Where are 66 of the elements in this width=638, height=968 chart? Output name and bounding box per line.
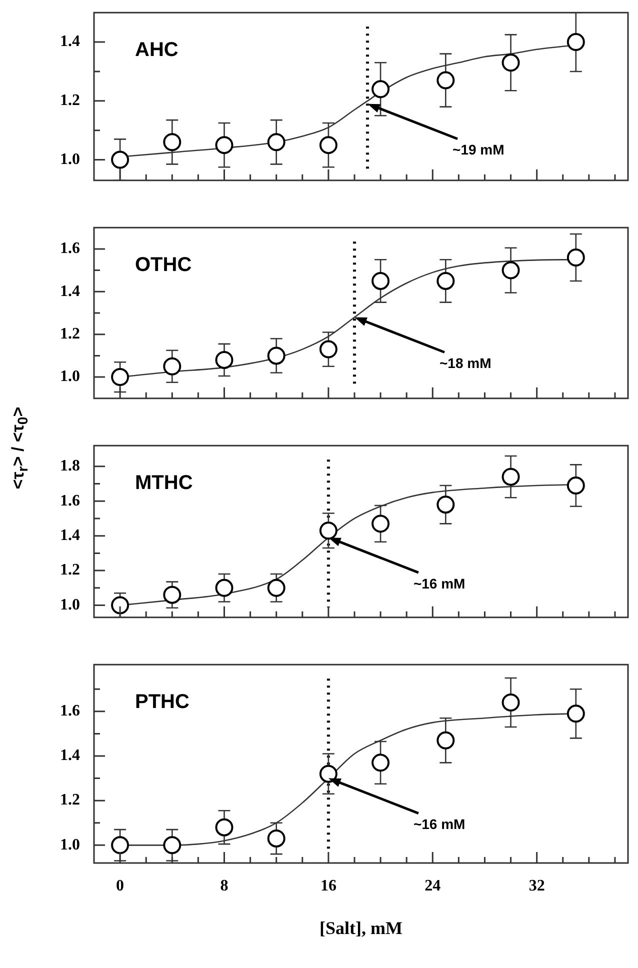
point [436,272,455,290]
annotation: ~18 mM [439,356,492,372]
point [163,836,182,855]
y-tick-label: 1.6 [60,240,80,258]
point [502,54,520,72]
text: MTHC [135,472,193,495]
point [267,830,286,848]
point [111,368,130,386]
y-tick-label: 1.4 [60,34,80,51]
y-tick-label: 1.8 [60,458,80,475]
point [502,262,520,280]
point [319,522,338,540]
x-tick-label: 32 [528,878,545,896]
text: OTHC [135,254,192,277]
point [502,694,520,712]
y-tick-label: 1.4 [60,527,80,544]
point [502,468,520,486]
point [267,134,286,152]
x-tick-label: 8 [220,878,228,896]
y-tick-label: 1.2 [60,92,80,110]
annotation: ~16 mM [413,576,466,592]
annotation: ~19 mM [452,142,504,158]
point [372,754,390,772]
text: AHC [135,40,178,62]
point [372,272,390,290]
x-tick-label: 16 [320,878,336,896]
point [436,732,455,750]
y-tick-label: 1.6 [60,702,80,720]
point [215,351,234,370]
point [111,836,130,855]
y-tick-label: 1.0 [60,151,80,168]
point [566,248,585,267]
point [566,33,585,52]
annotation: ~16 mM [413,816,466,833]
y-tick-label: 1.4 [60,283,80,300]
point [163,134,182,152]
point [111,151,130,170]
y-tick-label: 1.2 [60,326,80,343]
point [215,579,234,598]
y-tick-label: 1.0 [60,836,80,854]
point [215,818,234,837]
x-tick-label: 24 [424,878,441,896]
point [111,596,130,615]
y-tick-label: 1.2 [60,792,80,810]
y-tick-label: 1.2 [60,562,80,580]
point [372,80,390,99]
point [319,136,338,154]
x-axis-title: [Salt], mM [320,918,402,938]
y-tick-label: 1.0 [60,596,80,614]
point [215,136,234,154]
y-tick-label: 1.6 [60,492,80,510]
point [267,579,286,598]
text: PTHC [135,692,190,714]
point [267,347,286,366]
point [163,358,182,376]
y-tick-label: 1.4 [60,748,80,765]
point [163,586,182,604]
point [566,476,585,495]
point [319,340,338,359]
y-tick-label: 1.0 [60,368,80,386]
point [436,496,455,514]
point [372,515,390,534]
point [436,72,455,90]
x-tick-label: 0 [116,878,124,896]
point [319,765,338,784]
point [566,705,585,724]
